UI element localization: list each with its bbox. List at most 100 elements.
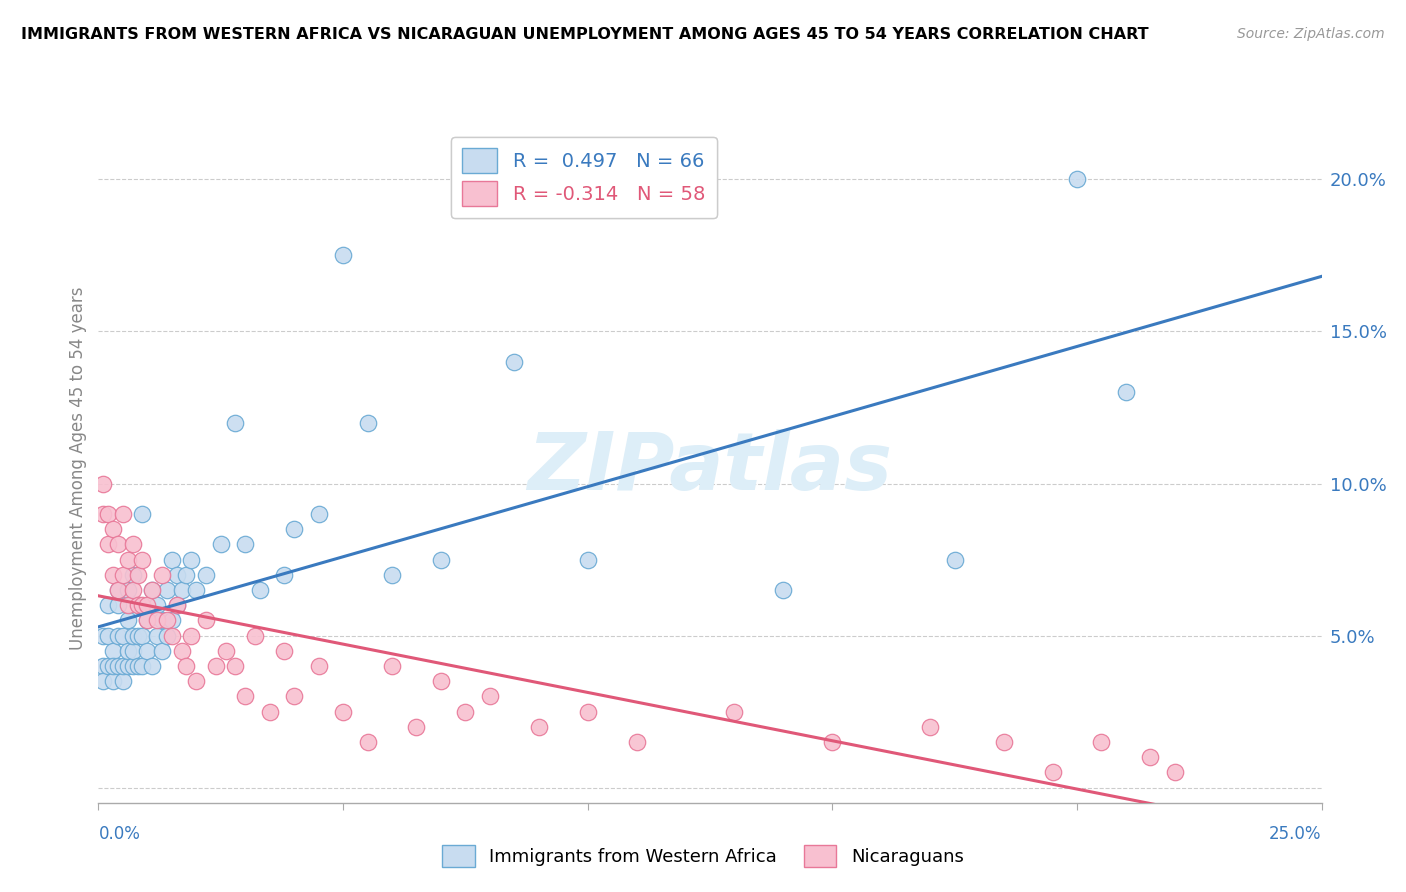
Point [209,537,232,551]
Point [214,644,236,658]
Point [243,628,266,642]
Point [111,628,134,642]
Point [186,582,208,597]
Point [176,659,198,673]
Point [176,567,198,582]
Point [131,659,153,673]
Y-axis label: Unemployment Among Ages 45 to 54 years: Unemployment Among Ages 45 to 54 years [69,286,87,650]
Point [1139,750,1161,764]
Point [121,659,143,673]
Point [127,598,149,612]
Point [111,674,134,689]
Point [308,659,330,673]
Point [150,613,173,627]
Point [356,735,378,749]
Point [180,628,202,642]
Point [97,598,120,612]
Point [146,613,169,627]
Point [626,735,648,749]
Point [273,567,295,582]
Point [195,613,218,627]
Point [180,552,202,566]
Point [111,567,134,582]
Point [430,674,453,689]
Point [170,644,193,658]
Point [101,567,124,582]
Point [150,567,173,582]
Point [117,598,139,612]
Point [454,705,477,719]
Point [478,690,501,704]
Point [224,416,246,430]
Point [160,613,183,627]
Point [127,628,149,642]
Point [1042,765,1064,780]
Point [723,705,745,719]
Point [97,537,120,551]
Point [156,628,179,642]
Point [224,659,246,673]
Point [356,416,378,430]
Text: 25.0%: 25.0% [1270,825,1322,843]
Text: Source: ZipAtlas.com: Source: ZipAtlas.com [1237,27,1385,41]
Point [107,659,129,673]
Point [107,537,129,551]
Point [943,552,966,566]
Point [127,567,149,582]
Point [136,644,159,658]
Point [101,522,124,536]
Point [332,705,354,719]
Point [101,659,124,673]
Point [920,720,942,734]
Point [249,582,271,597]
Point [141,582,163,597]
Legend: R =  0.497   N = 66, R = -0.314   N = 58: R = 0.497 N = 66, R = -0.314 N = 58 [451,136,717,218]
Point [166,567,188,582]
Text: ZIPatlas: ZIPatlas [527,429,893,508]
Point [405,720,427,734]
Point [259,705,281,719]
Point [332,248,354,262]
Point [127,598,149,612]
Point [111,507,134,521]
Point [1164,765,1187,780]
Point [91,476,114,491]
Point [527,720,550,734]
Point [121,567,143,582]
Point [160,628,183,642]
Point [107,582,129,597]
Point [117,552,139,566]
Text: 0.0%: 0.0% [98,825,141,843]
Point [97,628,120,642]
Point [107,582,129,597]
Point [993,735,1015,749]
Point [156,613,179,627]
Point [91,674,114,689]
Point [91,628,114,642]
Point [381,659,404,673]
Point [772,582,794,597]
Point [195,567,218,582]
Point [186,674,208,689]
Point [156,582,179,597]
Point [283,690,305,704]
Point [121,628,143,642]
Legend: Immigrants from Western Africa, Nicaraguans: Immigrants from Western Africa, Nicaragu… [434,838,972,874]
Point [136,598,159,612]
Point [117,613,139,627]
Point [91,507,114,521]
Point [233,537,256,551]
Point [107,628,129,642]
Point [136,613,159,627]
Point [166,598,188,612]
Point [121,644,143,658]
Point [308,507,330,521]
Point [381,567,404,582]
Point [121,582,143,597]
Point [150,644,173,658]
Point [430,552,453,566]
Point [141,582,163,597]
Point [107,598,129,612]
Point [97,507,120,521]
Text: IMMIGRANTS FROM WESTERN AFRICA VS NICARAGUAN UNEMPLOYMENT AMONG AGES 45 TO 54 YE: IMMIGRANTS FROM WESTERN AFRICA VS NICARA… [21,27,1149,42]
